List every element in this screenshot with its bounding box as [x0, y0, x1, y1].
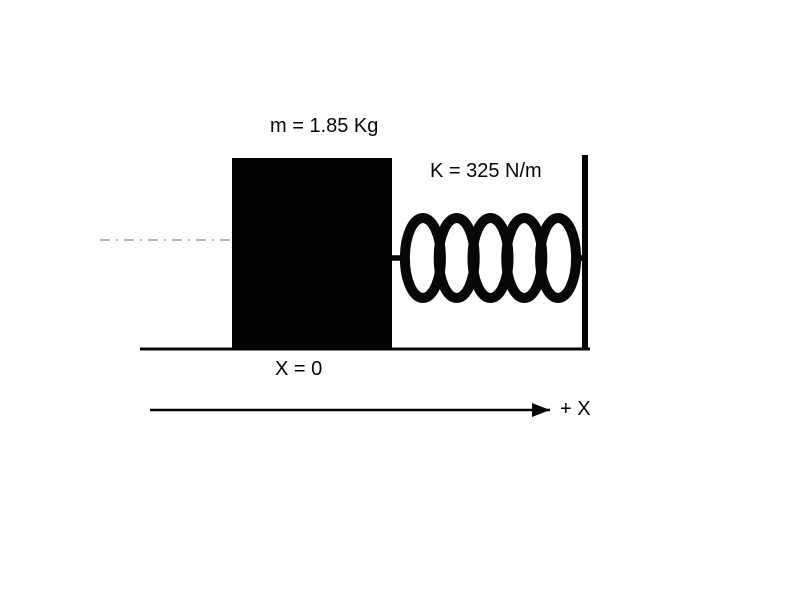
diagram-svg — [0, 0, 800, 600]
mass-block — [232, 158, 392, 348]
axis-arrow-head — [532, 403, 550, 417]
axis-pos-x-label: + X — [560, 398, 591, 421]
mass-label: m = 1.85 Kg — [270, 115, 378, 138]
diagram-stage: m = 1.85 Kg K = 325 N/m X = 0 + X — [0, 0, 800, 600]
spring-constant-label: K = 325 N/m — [430, 160, 542, 183]
origin-label: X = 0 — [275, 358, 322, 381]
